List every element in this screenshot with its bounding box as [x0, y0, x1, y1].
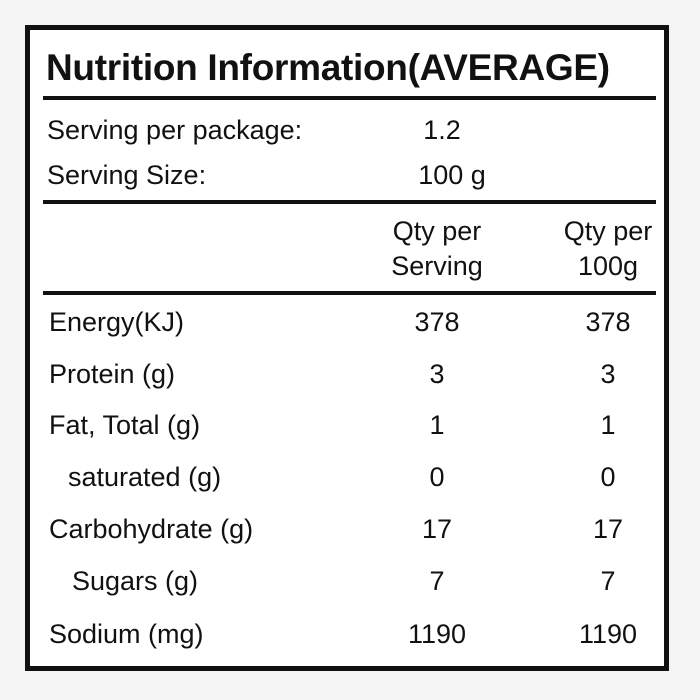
- row-per-serving-carbohydrate: 17: [421, 514, 453, 544]
- header-per-serving-line1: Qty per: [392, 216, 482, 246]
- header-per-serving-line2: Serving: [391, 251, 483, 281]
- servings-per-package-label: Serving per package:: [47, 115, 303, 145]
- row-per-serving-saturated: 0: [429, 462, 445, 492]
- nutrition-panel: Nutrition Information(AVERAGE) Serving p…: [25, 25, 669, 671]
- row-per-serving-sodium: 1190: [407, 619, 467, 649]
- row-label-saturated: saturated (g): [68, 462, 222, 492]
- row-label-energy: Energy(KJ): [49, 307, 185, 337]
- row-label-carbohydrate: Carbohydrate (g): [49, 514, 254, 544]
- divider-header: [43, 291, 656, 295]
- panel-title: Nutrition Information(AVERAGE): [46, 47, 610, 88]
- row-label-sodium: Sodium (mg): [49, 619, 204, 649]
- row-per-serving-energy: 378: [414, 307, 460, 337]
- row-per-serving-sugars: 7: [429, 566, 445, 596]
- row-label-sugars: Sugars (g): [72, 566, 199, 596]
- row-per-100g-protein: 3: [600, 359, 616, 389]
- divider-serving: [43, 200, 656, 204]
- row-label-fat-total: Fat, Total (g): [49, 410, 201, 440]
- row-per-100g-sugars: 7: [600, 566, 616, 596]
- serving-size-value: 100 g: [418, 160, 486, 190]
- serving-size-label: Serving Size:: [47, 160, 207, 190]
- row-per-serving-fat-total: 1: [429, 410, 445, 440]
- row-per-100g-fat-total: 1: [600, 410, 616, 440]
- header-per-100g-line1: Qty per: [563, 216, 653, 246]
- divider-title: [43, 96, 656, 100]
- row-per-100g-carbohydrate: 17: [592, 514, 624, 544]
- row-per-100g-energy: 378: [585, 307, 631, 337]
- servings-per-package-value: 1.2: [423, 115, 461, 145]
- header-per-100g-line2: 100g: [577, 251, 639, 281]
- row-label-protein: Protein (g): [49, 359, 176, 389]
- row-per-100g-saturated: 0: [600, 462, 616, 492]
- row-per-100g-sodium: 1190: [578, 619, 638, 649]
- row-per-serving-protein: 3: [429, 359, 445, 389]
